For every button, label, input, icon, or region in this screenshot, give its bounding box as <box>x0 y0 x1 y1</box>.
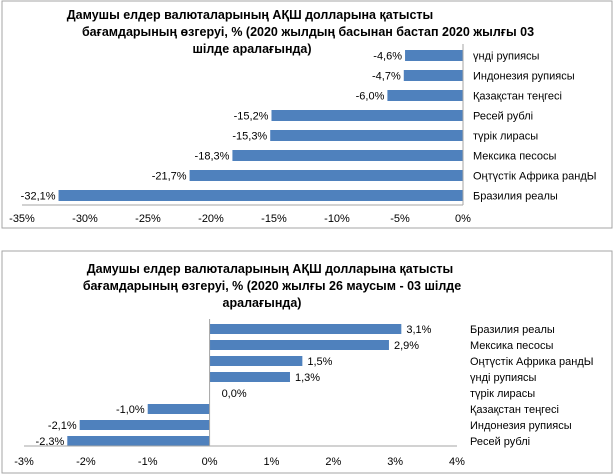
bar <box>189 170 463 181</box>
category-label: Қазақстан теңгесі <box>470 404 559 416</box>
data-label: -32,1% <box>21 191 56 203</box>
bar <box>147 404 210 414</box>
x-tick-label: -3% <box>14 456 34 468</box>
data-label: -15,3% <box>232 131 267 143</box>
data-label: 2,9% <box>394 340 419 352</box>
bar <box>209 372 290 382</box>
x-tick-label: 2% <box>325 456 341 468</box>
bar <box>67 436 210 446</box>
chart-title-line: Дамушы елдер валюталарының АҚШ долларына… <box>87 262 453 276</box>
bar <box>270 130 463 141</box>
category-label: Бразилия реалы <box>470 324 555 336</box>
chart-border <box>1 0 613 229</box>
data-label: -4,6% <box>373 51 402 63</box>
chart-title-line: бағамдарының өзгеруі, % (2020 жылғы 26 м… <box>83 279 461 293</box>
x-tick-label: 0% <box>455 213 471 225</box>
data-label: -21,7% <box>152 171 187 183</box>
chart-title-line: бағамдарының өзгеруі, % (2020 жылдың бас… <box>82 25 534 39</box>
bar <box>232 150 463 161</box>
data-label: -2,1% <box>48 420 77 432</box>
x-tick-label: 3% <box>387 456 403 468</box>
x-tick-label: 0% <box>202 456 218 468</box>
category-label: Бразилия реалы <box>473 191 558 203</box>
data-label: -15,2% <box>234 111 269 123</box>
category-label: Оңтүстік Африка рандЫ <box>470 356 594 368</box>
x-tick-label: -35% <box>9 213 35 225</box>
category-label: үнді рупиясы <box>473 51 540 63</box>
bar <box>209 340 389 350</box>
x-tick-label: -30% <box>72 213 98 225</box>
category-label: Қазақстан теңгесі <box>473 91 562 103</box>
chart-title-line: аралағында) <box>223 296 302 310</box>
chart-title-line: Дамушы елдер валюталарының АҚШ долларына… <box>67 8 433 22</box>
category-label: Оңтүстік Африка рандЫ <box>473 171 597 183</box>
bar <box>403 70 463 81</box>
category-label: Индонезия рупиясы <box>470 420 572 432</box>
bar <box>209 356 303 366</box>
data-label: -1,0% <box>116 404 145 416</box>
category-label: түрік лирасы <box>470 388 535 400</box>
category-label: Ресей рублі <box>470 436 530 448</box>
x-tick-label: -25% <box>135 213 161 225</box>
data-label: 1,3% <box>295 372 320 384</box>
bar <box>58 190 463 201</box>
x-tick-label: -5% <box>390 213 410 225</box>
category-label: Мексика песосы <box>470 340 554 352</box>
category-label: Индонезия рупиясы <box>473 71 575 83</box>
x-tick-label: -20% <box>198 213 224 225</box>
category-label: Мексика песосы <box>473 151 557 163</box>
x-tick-label: 4% <box>449 456 465 468</box>
x-tick-label: -1% <box>138 456 158 468</box>
data-label: -2,3% <box>36 436 65 448</box>
x-tick-label: 1% <box>263 456 279 468</box>
chart-border <box>1 250 613 474</box>
data-label: 3,1% <box>406 324 431 336</box>
data-label: -18,3% <box>195 151 230 163</box>
chart-title-line: шілде аралағында) <box>192 42 311 56</box>
bar <box>209 324 402 334</box>
bar <box>387 90 463 101</box>
category-label: үнді рупиясы <box>470 372 537 384</box>
x-tick-label: -2% <box>76 456 96 468</box>
data-label: -4,7% <box>372 71 401 83</box>
x-tick-label: -15% <box>261 213 287 225</box>
bar <box>271 110 463 121</box>
category-label: Ресей рублі <box>473 111 533 123</box>
x-tick-label: -10% <box>324 213 350 225</box>
bar <box>405 50 463 61</box>
data-label: -6,0% <box>356 91 385 103</box>
data-label: 0,0% <box>222 388 247 400</box>
bar <box>79 420 210 430</box>
data-label: 1,5% <box>307 356 332 368</box>
category-label: түрік лирасы <box>473 131 538 143</box>
